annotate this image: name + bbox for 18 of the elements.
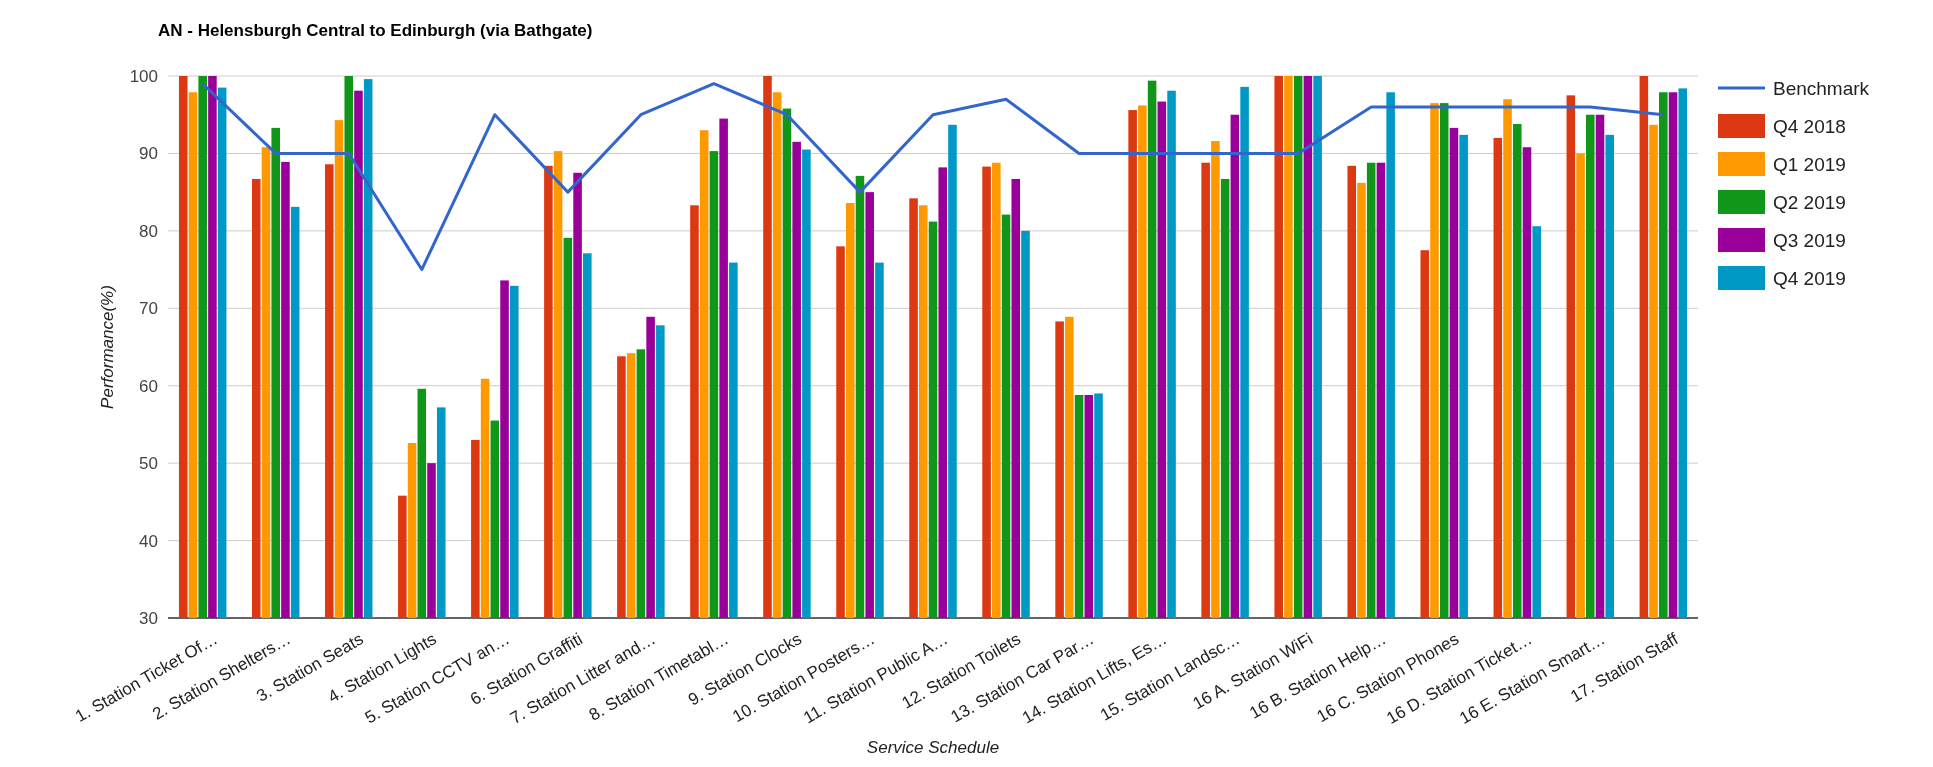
chart-title: AN - Helensburgh Central to Edinburgh (via Bathgate) (158, 21, 593, 40)
legend-label: Q3 2019 (1773, 229, 1846, 251)
y-tick-label: 90 (139, 144, 158, 164)
y-tick-label: 30 (139, 608, 158, 628)
legend-label: Q2 2019 (1773, 191, 1846, 213)
y-tick-label: 70 (139, 299, 158, 319)
legend-label: Benchmark (1773, 77, 1870, 99)
y-tick-label: 100 (129, 66, 158, 86)
legend-label: Q4 2018 (1773, 115, 1846, 137)
y-tick-label: 60 (139, 376, 158, 396)
x-axis-title: Service Schedule (866, 738, 1000, 757)
legend-label: Q1 2019 (1773, 153, 1846, 175)
y-tick-label: 40 (139, 531, 158, 551)
y-axis-title: Performance(%) (98, 285, 117, 409)
line-series (201, 82, 1665, 272)
y-tick-label: 50 (139, 454, 158, 474)
y-tick-label: 80 (139, 221, 158, 241)
legend-label: Q4 2019 (1773, 267, 1846, 289)
